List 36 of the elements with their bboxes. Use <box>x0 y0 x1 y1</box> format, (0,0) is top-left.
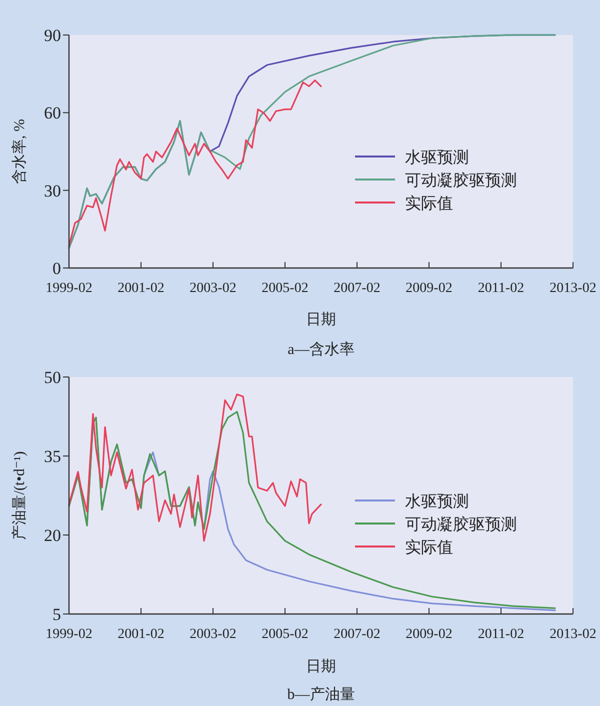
y-tick-label: 90 <box>44 26 61 45</box>
x-tick-label: 2001-02 <box>118 281 164 296</box>
y-tick-label: 5 <box>52 605 61 624</box>
x-tick-label: 2009-02 <box>406 281 452 296</box>
x-tick-label: 2003-02 <box>190 281 236 296</box>
y-tick-label: 60 <box>44 104 61 123</box>
y-tick-label: 50 <box>44 368 61 387</box>
x-axis-title: 日期 <box>306 658 336 675</box>
x-tick-label: 2005-02 <box>262 281 308 296</box>
x-tick-label: 2007-02 <box>334 627 380 642</box>
x-tick-label: 2011-02 <box>478 281 524 296</box>
x-tick-label: 2001-02 <box>118 627 164 642</box>
y-axis-title: 含水率, % <box>11 119 28 184</box>
x-tick-label: 1999-02 <box>46 281 92 296</box>
x-tick-label: 2013-02 <box>550 627 596 642</box>
y-tick-label: 0 <box>52 259 61 278</box>
legend-label: 水驱预测 <box>405 492 469 510</box>
x-tick-label: 2003-02 <box>190 627 236 642</box>
legend-label: 实际值 <box>405 538 453 556</box>
legend-label: 水驱预测 <box>405 148 469 166</box>
x-tick-label: 2005-02 <box>262 627 308 642</box>
text: b—产油量 <box>287 686 355 703</box>
x-axis-title: 日期 <box>306 311 336 328</box>
y-tick-label: 35 <box>44 447 61 466</box>
text: a—含水率 <box>288 341 354 358</box>
legend-label: 可动凝胶驱预测 <box>405 516 517 534</box>
y-axis-title: 产油量/(t•d⁻¹) <box>11 451 28 540</box>
x-tick-label: 2007-02 <box>334 281 380 296</box>
y-tick-label: 20 <box>44 526 61 545</box>
legend-label: 可动凝胶驱预测 <box>405 172 517 190</box>
legend-label: 实际值 <box>405 194 453 212</box>
x-tick-label: 2009-02 <box>406 627 452 642</box>
y-tick-label: 30 <box>44 181 61 200</box>
x-tick-label: 2013-02 <box>550 281 596 296</box>
x-tick-label: 2011-02 <box>478 627 524 642</box>
x-tick-label: 1999-02 <box>46 627 92 642</box>
